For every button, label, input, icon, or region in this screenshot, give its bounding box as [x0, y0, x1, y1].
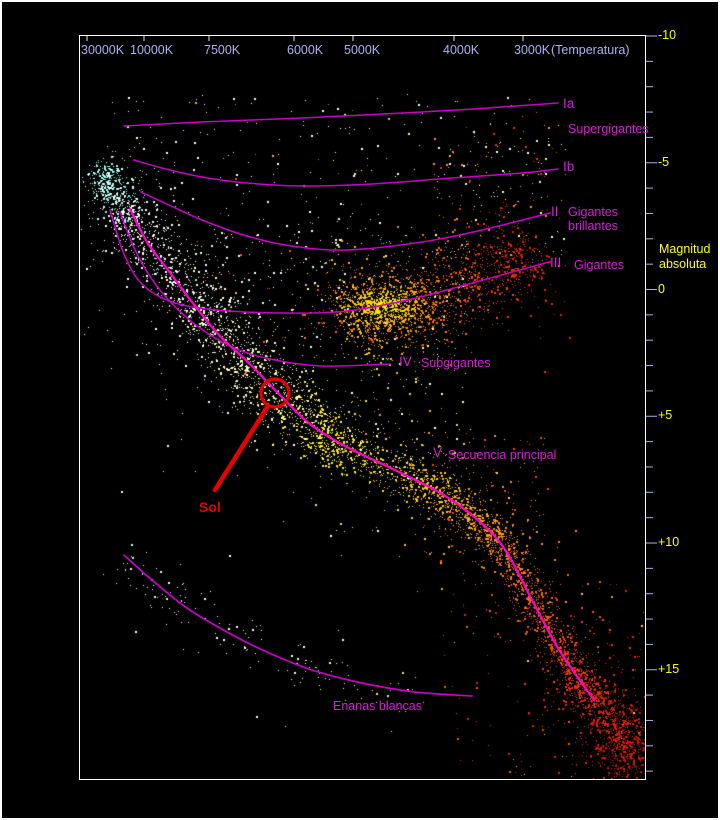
- y-tick-label: -5: [658, 155, 670, 169]
- sun-label: Sol: [199, 499, 221, 515]
- curve-iv: [119, 211, 391, 367]
- class-v: V: [433, 445, 443, 460]
- class-ib: Ib: [563, 159, 575, 174]
- x-tick-label: 6000K: [287, 43, 324, 57]
- sun-pointer-line: [212, 403, 271, 493]
- class-ia: Ia: [563, 96, 575, 111]
- y-tick-label: 0: [658, 282, 665, 296]
- x-tick-label: 10000K: [130, 43, 174, 57]
- y-tick-label: +15: [658, 662, 680, 676]
- class-iii: III: [550, 255, 562, 270]
- x-tick-label: 3000K: [514, 43, 551, 57]
- label-secuencia-principal: Secuencia principal: [448, 448, 557, 462]
- y-tick-label: +10: [658, 535, 680, 549]
- class-ii: II: [551, 204, 559, 219]
- curve-enanas-blancas: [123, 554, 473, 697]
- label-gigantes-brillantes-line1: Gigantes: [568, 205, 619, 219]
- label-subgigantes: Subgigantes: [421, 356, 491, 370]
- class-iv: IV: [399, 354, 412, 369]
- label-enanas-blancas: Enanas blancas: [333, 699, 422, 713]
- curve-ib: [133, 159, 559, 187]
- label-gigantes-brillantes-line2: brillantes: [568, 219, 619, 233]
- magnitude-axis-title-line1: Magnitud: [659, 242, 711, 256]
- sun-circle: [259, 377, 291, 409]
- curve-iii: [109, 209, 550, 314]
- x-tick-label: 5000K: [344, 43, 381, 57]
- x-tick-label: 30000K: [81, 43, 125, 57]
- curve-ii: [140, 191, 551, 251]
- label-supergigantes: Supergigantes: [568, 122, 649, 136]
- temperature-axis-unit-label: (Temperatura): [551, 43, 630, 57]
- x-tick-label: 4000K: [443, 43, 480, 57]
- curve-ia: [123, 102, 559, 127]
- y-tick-label: -10: [658, 28, 677, 42]
- curve-v: [128, 207, 596, 702]
- x-tick-label: 7500K: [204, 43, 241, 57]
- label-gigantes: Gigantes: [574, 258, 625, 272]
- magnitude-axis-title-line2: absoluta: [659, 257, 707, 271]
- y-tick-label: +5: [658, 408, 673, 422]
- plot-border: [79, 35, 646, 780]
